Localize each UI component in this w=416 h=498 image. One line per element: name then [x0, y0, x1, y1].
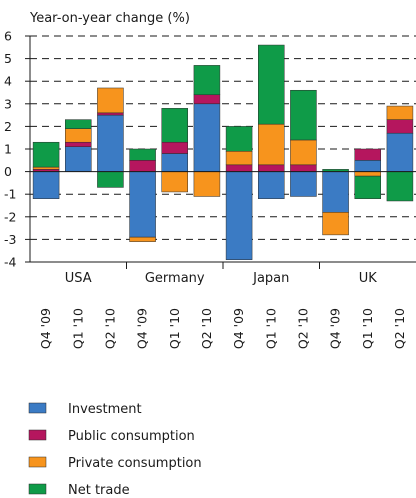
- x-tick-label: Q4 '09: [135, 308, 150, 349]
- legend-swatch: [28, 429, 47, 441]
- bar-segment: [354, 171, 381, 177]
- bar-segment: [161, 141, 188, 154]
- y-tick-label: 3: [4, 96, 12, 111]
- x-tick-label: Q2 '10: [199, 308, 214, 349]
- x-tick-label: Q1 '10: [360, 308, 375, 349]
- bar-segment: [161, 108, 188, 143]
- bar-segment: [97, 171, 124, 188]
- bar-segment: [225, 164, 253, 172]
- legend-swatch: [28, 483, 47, 495]
- bar-segment: [225, 151, 253, 166]
- bar-segment: [193, 103, 221, 172]
- legend-swatch: [28, 402, 47, 414]
- x-tick-label: Q4 '09: [328, 308, 343, 349]
- axes: [25, 35, 416, 269]
- bar-segment: [258, 123, 285, 166]
- bar-segment: [386, 119, 414, 134]
- bar-segment: [225, 171, 253, 260]
- bar-segment: [322, 212, 349, 236]
- bar-segment: [258, 171, 285, 199]
- x-tick-label: Q1 '10: [167, 308, 182, 349]
- y-tick-label: -2: [4, 209, 16, 224]
- bar-segment: [290, 164, 317, 172]
- y-tick-label: -1: [4, 187, 16, 202]
- legend-label: Public consumption: [68, 429, 195, 444]
- bar-segment: [161, 171, 188, 193]
- quarter-labels: Q4 '09 Q1 '10 Q2 '10 Q4 '09 Q1 '10 Q2 '10 Q4 '…: [38, 308, 407, 349]
- bar-segment: [386, 132, 414, 172]
- group-label: UK: [359, 271, 378, 286]
- y-tick-labels: 6 5 4 3 2 1 0 -1 -2 -3 -4: [4, 29, 17, 270]
- bar-segment: [129, 236, 156, 242]
- bar-segment: [65, 119, 92, 129]
- bar-segment: [32, 166, 60, 170]
- group-label: Germany: [145, 271, 205, 286]
- bar-segment: [225, 126, 253, 152]
- bar-segment: [258, 44, 285, 125]
- y-tick-label: 2: [4, 119, 12, 134]
- x-tick-label: Q1 '10: [263, 308, 278, 349]
- x-tick-label: Q1 '10: [70, 308, 85, 349]
- x-tick-label: Q4 '09: [38, 308, 53, 349]
- bar-segment: [386, 171, 414, 202]
- x-tick-label: Q2 '10: [102, 308, 117, 349]
- bar-segment: [161, 153, 188, 172]
- bar-segment: [32, 171, 60, 199]
- y-tick-label: 0: [4, 164, 12, 179]
- gridlines: [30, 35, 416, 240]
- bar-segment: [129, 160, 156, 172]
- legend-swatch: [28, 456, 47, 468]
- bars: [32, 44, 414, 260]
- bar-segment: [65, 141, 92, 147]
- bar-segment: [290, 139, 317, 166]
- bar-segment: [129, 171, 156, 238]
- x-tick-label: Q4 '09: [231, 308, 246, 349]
- y-tick-label: -3: [4, 232, 16, 247]
- x-tick-label: Q2 '10: [392, 308, 407, 349]
- bar-segment: [65, 146, 92, 172]
- x-tick-label: Q2 '10: [295, 308, 310, 349]
- bar-segment: [322, 171, 349, 213]
- y-tick-label: 5: [4, 51, 12, 66]
- y-tick-label: -4: [4, 255, 17, 270]
- group-labels: USA Germany Japan UK: [65, 271, 377, 286]
- bar-segment: [193, 65, 221, 96]
- bar-segment: [97, 112, 124, 116]
- legend-label: Private consumption: [68, 456, 202, 471]
- bar-segment: [290, 89, 317, 141]
- group-label: USA: [65, 271, 92, 286]
- group-label: Japan: [252, 271, 289, 286]
- bar-segment: [193, 94, 221, 105]
- legend-label: Investment: [68, 402, 142, 417]
- bar-segment: [386, 105, 414, 120]
- bar-segment: [193, 171, 221, 197]
- bar-segment: [97, 87, 124, 114]
- y-tick-label: 4: [4, 74, 12, 89]
- bar-segment: [354, 148, 381, 161]
- y-axis-title: Year-on-year change (%): [29, 11, 190, 26]
- bar-segment: [97, 114, 124, 172]
- bar-segment: [129, 148, 156, 161]
- legend: Investment Public consumption Private cons…: [28, 402, 202, 498]
- bar-segment: [354, 160, 381, 172]
- y-tick-label: 1: [4, 142, 12, 157]
- legend-label: Net trade: [68, 483, 130, 498]
- bar-segment: [65, 128, 92, 143]
- bar-segment: [258, 164, 285, 172]
- bar-segment: [354, 175, 381, 199]
- bar-segment: [290, 171, 317, 197]
- bar-segment: [32, 141, 60, 168]
- y-tick-label: 6: [4, 29, 12, 44]
